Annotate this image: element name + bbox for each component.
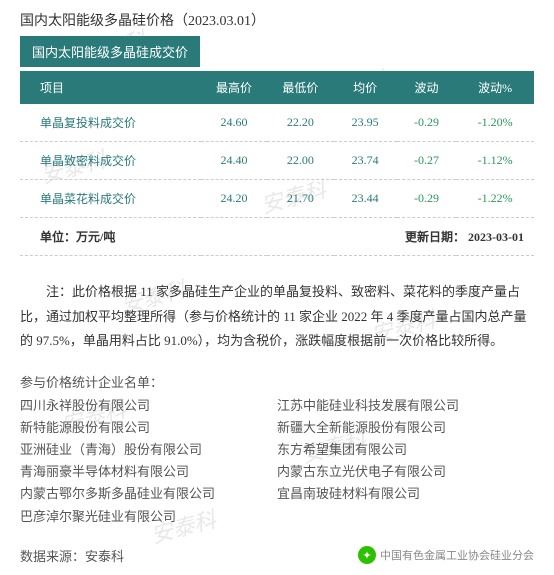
cell-low: 22.00 [267,142,333,180]
cell-low: 22.20 [267,104,333,142]
company-item: 青海丽豪半导体材料有限公司 [20,461,277,483]
update-date: 更新日期： 2023-03-01 [334,218,534,256]
cell-low: 21.70 [267,180,333,218]
cell-pct: -1.20% [456,104,534,142]
note-text: 注：此价格根据 11 家多晶硅生产企业的单晶复投料、致密料、菜花料的季度产量占比… [20,280,534,354]
col-item: 项目 [20,71,201,104]
unit-label: 单位：万元/吨 [20,218,334,256]
price-table: 项目 最高价 最低价 均价 波动 波动% 单晶复投料成交价24.6022.202… [20,71,534,256]
wechat-label: 中国有色金属工业协会硅业分会 [380,547,534,563]
cell-avg: 23.95 [334,104,397,142]
cell-chg: -0.27 [397,142,457,180]
company-item: 新疆大全新能源股份有限公司 [277,417,534,439]
company-item: 宜昌南玻硅材料有限公司 [277,483,534,505]
wechat-icon: ✦ [358,546,376,564]
cell-pct: -1.22% [456,180,534,218]
cell-name: 单晶菜花料成交价 [20,180,201,218]
company-item: 巴彦淖尔聚光硅业有限公司 [20,506,277,528]
cell-high: 24.20 [201,180,267,218]
company-item: 亚洲硅业（青海）股份有限公司 [20,439,277,461]
col-pct: 波动% [456,71,534,104]
companies-title: 参与价格统计企业名单： [20,372,534,391]
table-row: 单晶复投料成交价24.6022.2023.95-0.29-1.20% [20,104,534,142]
company-item: 内蒙古东立光伏电子有限公司 [277,461,534,483]
cell-name: 单晶致密料成交价 [20,142,201,180]
cell-avg: 23.74 [334,142,397,180]
table-row: 单晶致密料成交价24.4022.0023.74-0.27-1.12% [20,142,534,180]
company-item: 内蒙古鄂尔多斯多晶硅业有限公司 [20,483,277,505]
cell-chg: -0.29 [397,104,457,142]
companies-list: 四川永祥股份有限公司新特能源股份有限公司亚洲硅业（青海）股份有限公司青海丽豪半导… [20,395,534,528]
table-subtitle: 国内太阳能级多晶硅成交价 [20,36,200,67]
company-item: 江苏中能硅业科技发展有限公司 [277,395,534,417]
cell-name: 单晶复投料成交价 [20,104,201,142]
col-chg: 波动 [397,71,457,104]
data-source: 数据来源：安泰科 [20,546,124,565]
cell-chg: -0.29 [397,180,457,218]
cell-pct: -1.12% [456,142,534,180]
col-low: 最低价 [267,71,333,104]
table-header-row: 项目 最高价 最低价 均价 波动 波动% [20,71,534,104]
cell-high: 24.60 [201,104,267,142]
col-high: 最高价 [201,71,267,104]
table-footer-row: 单位：万元/吨更新日期： 2023-03-01 [20,218,534,256]
company-item: 东方希望集团有限公司 [277,439,534,461]
wechat-tag: ✦ 中国有色金属工业协会硅业分会 [358,546,534,564]
company-item: 四川永祥股份有限公司 [20,395,277,417]
cell-avg: 23.44 [334,180,397,218]
col-avg: 均价 [334,71,397,104]
page-title: 国内太阳能级多晶硅价格（2023.03.01） [20,10,534,30]
table-row: 单晶菜花料成交价24.2021.7023.44-0.29-1.22% [20,180,534,218]
cell-high: 24.40 [201,142,267,180]
company-item: 新特能源股份有限公司 [20,417,277,439]
